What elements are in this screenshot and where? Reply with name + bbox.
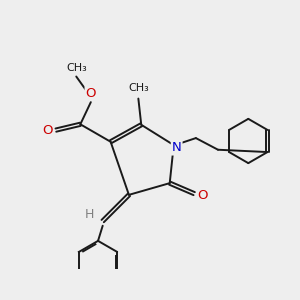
Text: CH₃: CH₃	[66, 63, 87, 73]
Text: H: H	[85, 208, 94, 220]
Text: O: O	[85, 87, 96, 100]
Text: O: O	[43, 124, 53, 136]
Text: N: N	[172, 142, 182, 154]
Text: O: O	[197, 190, 208, 202]
Text: CH₃: CH₃	[128, 83, 149, 93]
